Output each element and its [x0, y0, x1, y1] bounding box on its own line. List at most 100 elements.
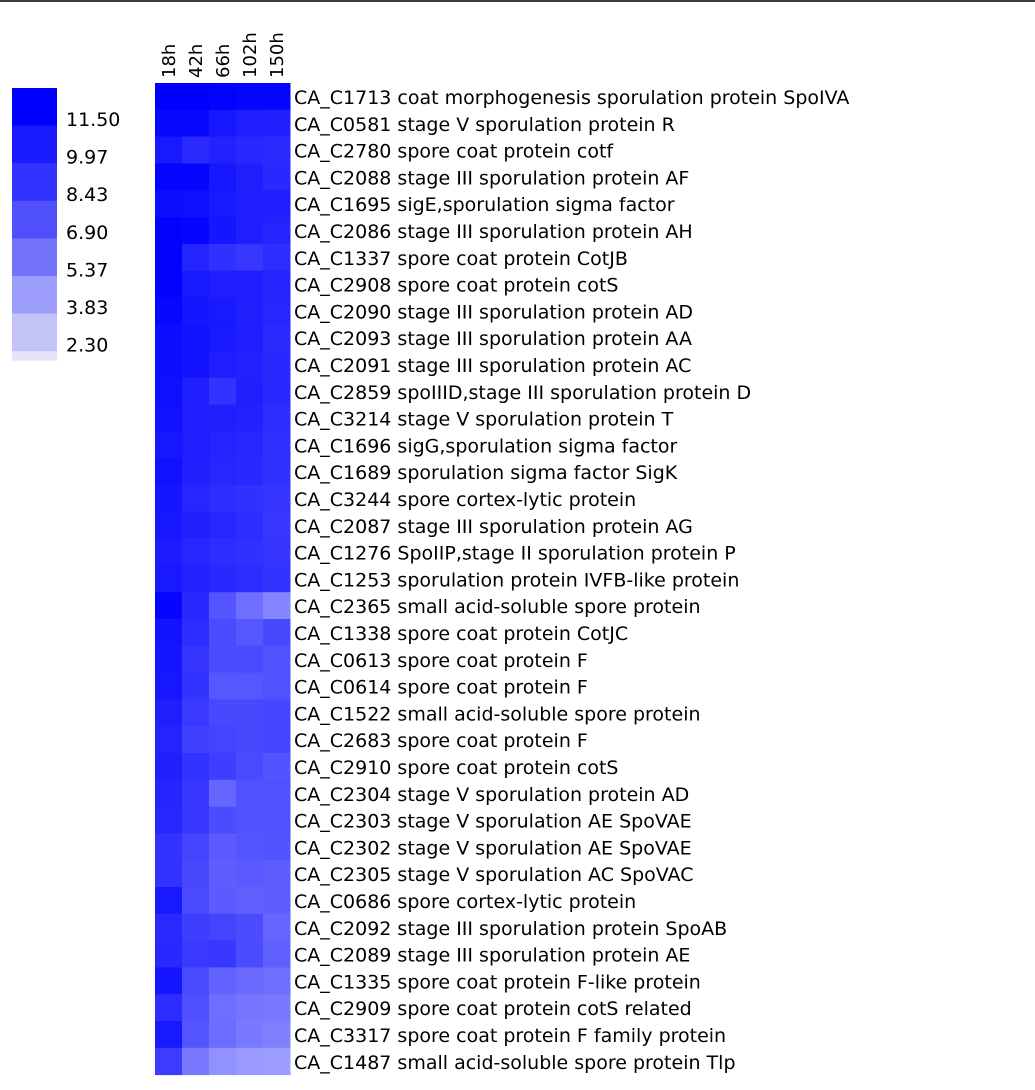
heatmap-cell [209, 994, 237, 1022]
heatmap-cell [236, 726, 264, 754]
heatmap-cell [263, 458, 291, 486]
heatmap-cell [155, 243, 183, 272]
row-label: CA_C0614 spore coat protein F [294, 677, 588, 699]
heatmap-cell [263, 967, 291, 995]
heatmap-cell [209, 940, 237, 968]
row-label: CA_C1522 small acid-soluble spore protei… [294, 703, 701, 725]
row-label: CA_C1253 sporulation protein IVFB-like p… [294, 569, 739, 591]
heatmap-cell [155, 940, 183, 968]
heatmap-cell [209, 726, 237, 754]
heatmap-cell [263, 619, 291, 647]
row-label: CA_C1696 sigG,sporulation sigma factor [294, 435, 678, 457]
heatmap-cell [155, 485, 183, 513]
heatmap-cell [263, 485, 291, 513]
heatmap-cell [209, 860, 237, 888]
legend-label: 9.97 [66, 147, 108, 169]
heatmap-cell [155, 458, 183, 486]
heatmap-cell [209, 163, 237, 191]
heatmap-cell [182, 243, 210, 272]
heatmap-cell [209, 377, 237, 406]
row-label: CA_C2092 stage III sporulation protein S… [294, 918, 727, 940]
heatmap-cell [182, 458, 210, 486]
row-labels: CA_C1713 coat morphogenesis sporulation … [294, 87, 849, 1074]
heatmap-cell [236, 404, 264, 432]
heatmap-cell [236, 511, 264, 540]
heatmap-cell [182, 913, 210, 942]
column-label: 66h [213, 44, 234, 78]
heatmap-cell [182, 431, 210, 459]
heatmap-cell [155, 136, 183, 164]
heatmap-cell [182, 485, 210, 513]
legend-label: 11.50 [66, 109, 120, 131]
heatmap-cell [209, 699, 237, 727]
heatmap-cell [236, 887, 264, 915]
row-label: CA_C2303 stage V sporulation AE SpoVAE [294, 811, 692, 833]
heatmap-cell [236, 351, 264, 379]
legend-swatch [12, 351, 57, 361]
legend-swatch [12, 276, 57, 315]
heatmap-cell [236, 779, 264, 808]
heatmap-cell [209, 217, 237, 245]
row-label: CA_C2304 stage V sporulation protein AD [294, 784, 689, 806]
row-label: CA_C1276 SpoIIP,stage II sporulation pro… [294, 543, 736, 565]
heatmap-cell [182, 753, 210, 781]
heatmap-cell [236, 833, 264, 861]
heatmap-cell [236, 645, 264, 674]
heatmap-cell [263, 726, 291, 754]
heatmap-cell [155, 109, 183, 138]
heatmap-cell [236, 485, 264, 513]
heatmap-cell [236, 967, 264, 995]
heatmap-cell [263, 297, 291, 325]
heatmap-cell [263, 243, 291, 272]
heatmap-cell [155, 404, 183, 432]
heatmap-cell [263, 324, 291, 352]
heatmap-cell [155, 833, 183, 861]
heatmap-cell [182, 940, 210, 968]
heatmap-cell [155, 726, 183, 754]
row-label: CA_C2780 spore coat protein cotf [294, 141, 614, 163]
heatmap-cell [209, 779, 237, 808]
heatmap-cell [155, 806, 183, 834]
heatmap-cell [236, 699, 264, 727]
heatmap-cell [182, 592, 210, 620]
row-label: CA_C0686 spore cortex-lytic protein [294, 891, 636, 913]
heatmap-cell [236, 270, 264, 298]
heatmap-cell [263, 136, 291, 164]
heatmap-cell [236, 1047, 264, 1076]
heatmap-cell [209, 136, 237, 164]
heatmap-cell [182, 538, 210, 566]
legend-label: 8.43 [66, 184, 108, 206]
heatmap-cell [182, 297, 210, 325]
heatmap-cell [263, 753, 291, 781]
heatmap-cell [182, 351, 210, 379]
heatmap-cell [155, 699, 183, 727]
legend-swatch [12, 238, 57, 277]
heatmap-cell [182, 404, 210, 432]
heatmap-cell [209, 109, 237, 138]
color-legend: 11.50 9.97 8.43 6.90 5.37 3.83 2.30 [12, 88, 120, 361]
heatmap-cell [209, 833, 237, 861]
heatmap-cell [236, 994, 264, 1022]
row-label: CA_C1695 sigE,sporulation sigma factor [294, 194, 675, 216]
legend-label: 5.37 [66, 259, 108, 281]
heatmap-cell [182, 672, 210, 700]
heatmap-cell [209, 619, 237, 647]
heatmap-cell [263, 190, 291, 218]
row-label: CA_C2365 small acid-soluble spore protei… [294, 596, 701, 618]
heatmap-cell [155, 511, 183, 540]
heatmap-cell [209, 592, 237, 620]
heatmap-cell [182, 779, 210, 808]
heatmap-cell [182, 887, 210, 915]
heatmap-cell [236, 324, 264, 352]
heatmap-cell [182, 806, 210, 834]
heatmap-cell [209, 806, 237, 834]
heatmap-cell [182, 699, 210, 727]
heatmap-cell [263, 217, 291, 245]
heatmap-cell [236, 672, 264, 700]
heatmap-cell [182, 109, 210, 138]
row-label: CA_C2091 stage III sporulation protein A… [294, 355, 691, 377]
heatmap-cell [155, 377, 183, 406]
heatmap-cell [263, 887, 291, 915]
heatmap-cell [182, 967, 210, 995]
heatmap-cell [236, 538, 264, 566]
